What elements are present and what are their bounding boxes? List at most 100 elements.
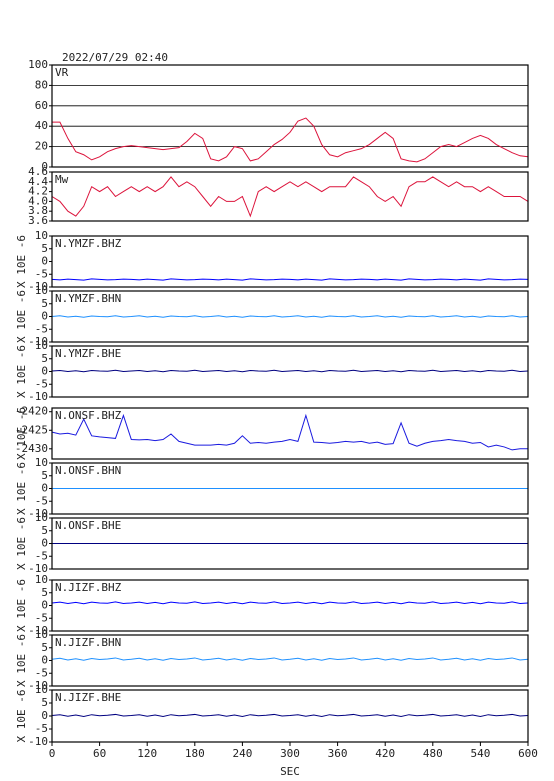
panel-frame bbox=[51, 171, 529, 222]
y-tick-label: 10 bbox=[35, 628, 48, 641]
y-tick-label: -2425 bbox=[15, 423, 48, 436]
y-tick-label: -5 bbox=[35, 666, 48, 679]
x-tick-label: 480 bbox=[423, 747, 443, 760]
y-tick-label: -5 bbox=[35, 549, 48, 562]
panel-label: N.JIZF.BHE bbox=[55, 691, 121, 704]
panel-label: N.YMZF.BHZ bbox=[55, 237, 122, 250]
y-tick-label: -10 bbox=[28, 624, 48, 637]
y-tick-label: -5 bbox=[35, 322, 48, 335]
y-tick-label: 5 bbox=[41, 641, 48, 654]
x-tick-label: 180 bbox=[185, 747, 205, 760]
panel-label: N.ONSF.BHN bbox=[55, 464, 121, 477]
y-tick-label: 10 bbox=[35, 511, 48, 524]
x-tick-label: 0 bbox=[49, 747, 56, 760]
y-tick-label: 0 bbox=[41, 310, 48, 323]
y-axis-label: X 10E -6 bbox=[15, 517, 28, 570]
y-tick-label: 80 bbox=[35, 78, 48, 91]
y-tick-label: 0 bbox=[41, 255, 48, 268]
trace bbox=[51, 601, 529, 605]
y-tick-label: 10 bbox=[35, 284, 48, 297]
panel-frame bbox=[51, 290, 529, 343]
y-tick-label: 10 bbox=[35, 456, 48, 469]
x-tick-label: 420 bbox=[375, 747, 395, 760]
x-tick-label: 60 bbox=[93, 747, 106, 760]
y-tick-label: -10 bbox=[28, 507, 48, 520]
panel-label: Mw bbox=[55, 173, 69, 186]
x-tick-label: 240 bbox=[232, 747, 252, 760]
trace bbox=[51, 369, 529, 373]
x-tick-label: 120 bbox=[137, 747, 157, 760]
panel-label: N.JIZF.BHN bbox=[55, 636, 121, 649]
y-tick-label: 10 bbox=[35, 339, 48, 352]
panel-frame bbox=[51, 517, 529, 570]
y-tick-label: -5 bbox=[35, 611, 48, 624]
panel-frame bbox=[51, 579, 529, 632]
y-tick-label: 5 bbox=[41, 469, 48, 482]
y-tick-label: 5 bbox=[41, 696, 48, 709]
y-tick-label: 0 bbox=[41, 482, 48, 495]
trace bbox=[52, 117, 529, 163]
y-tick-label: 0 bbox=[41, 537, 48, 550]
y-tick-label: 10 bbox=[35, 573, 48, 586]
panel-frame bbox=[51, 634, 529, 687]
y-axis-label: X 10E -6 bbox=[15, 235, 28, 288]
y-axis-label: X 10E -6 bbox=[15, 407, 28, 460]
y-tick-label: 100 bbox=[28, 58, 48, 71]
trace bbox=[51, 413, 528, 451]
panel-label: N.YMZF.BHE bbox=[55, 347, 121, 360]
panel-label: N.ONSF.BHE bbox=[55, 519, 121, 532]
trace bbox=[51, 315, 529, 318]
y-tick-label: 40 bbox=[35, 119, 48, 132]
y-tick-label: -10 bbox=[28, 679, 48, 692]
y-tick-label: 0 bbox=[41, 365, 48, 378]
panel-label: N.ONSF.BHZ bbox=[55, 409, 122, 422]
y-tick-label: 5 bbox=[41, 297, 48, 310]
trace bbox=[51, 176, 529, 218]
x-tick-label: 300 bbox=[280, 747, 300, 760]
panel-frame bbox=[51, 407, 529, 460]
y-axis-label: X 10E -6 bbox=[15, 579, 28, 632]
y-axis-label: X 10E -6 bbox=[15, 345, 28, 398]
y-tick-label: 3.6 bbox=[28, 214, 48, 227]
y-tick-label: 10 bbox=[35, 229, 48, 242]
y-tick-label: 10 bbox=[35, 683, 48, 696]
y-tick-label: 4.4 bbox=[28, 175, 48, 188]
y-axis-label: X 10E -6 bbox=[15, 462, 28, 515]
y-tick-label: 60 bbox=[35, 99, 48, 112]
y-tick-label: 4.0 bbox=[28, 194, 48, 207]
y-axis-label: X 10E -6 bbox=[15, 290, 28, 343]
trace bbox=[51, 657, 529, 661]
x-axis-label: SEC bbox=[280, 765, 300, 778]
x-tick-label: 360 bbox=[328, 747, 348, 760]
y-tick-label: -5 bbox=[35, 722, 48, 735]
x-tick-label: 540 bbox=[470, 747, 490, 760]
panel-label: VR bbox=[55, 66, 69, 79]
y-tick-label: 3.8 bbox=[28, 204, 48, 217]
panel-frame bbox=[51, 235, 529, 288]
y-tick-label: -2420 bbox=[15, 405, 48, 418]
y-tick-label: 5 bbox=[41, 352, 48, 365]
y-tick-label: -10 bbox=[28, 390, 48, 403]
y-tick-label: 5 bbox=[41, 524, 48, 537]
panel-label: N.JIZF.BHZ bbox=[55, 581, 122, 594]
x-tick-label: 600 bbox=[518, 747, 538, 760]
y-tick-label: -10 bbox=[28, 280, 48, 293]
y-axis-label: X 10E -6 bbox=[15, 634, 28, 687]
chart-title: 2022/07/29 02:40 bbox=[62, 51, 168, 64]
panel-frame bbox=[51, 462, 529, 515]
y-tick-label: 0 bbox=[41, 599, 48, 612]
panel-label: N.YMZF.BHN bbox=[55, 292, 121, 305]
panel-frame bbox=[51, 64, 529, 168]
y-tick-label: -10 bbox=[28, 335, 48, 348]
y-tick-label: 20 bbox=[35, 140, 48, 153]
y-tick-label: 0 bbox=[41, 654, 48, 667]
y-tick-label: 5 bbox=[41, 242, 48, 255]
y-tick-label: -10 bbox=[28, 562, 48, 575]
trace bbox=[51, 278, 529, 281]
panel-frame bbox=[51, 345, 529, 398]
y-tick-label: -2430 bbox=[15, 442, 48, 455]
trace bbox=[51, 713, 529, 718]
y-tick-label: -5 bbox=[35, 494, 48, 507]
y-tick-label: -10 bbox=[28, 735, 48, 748]
